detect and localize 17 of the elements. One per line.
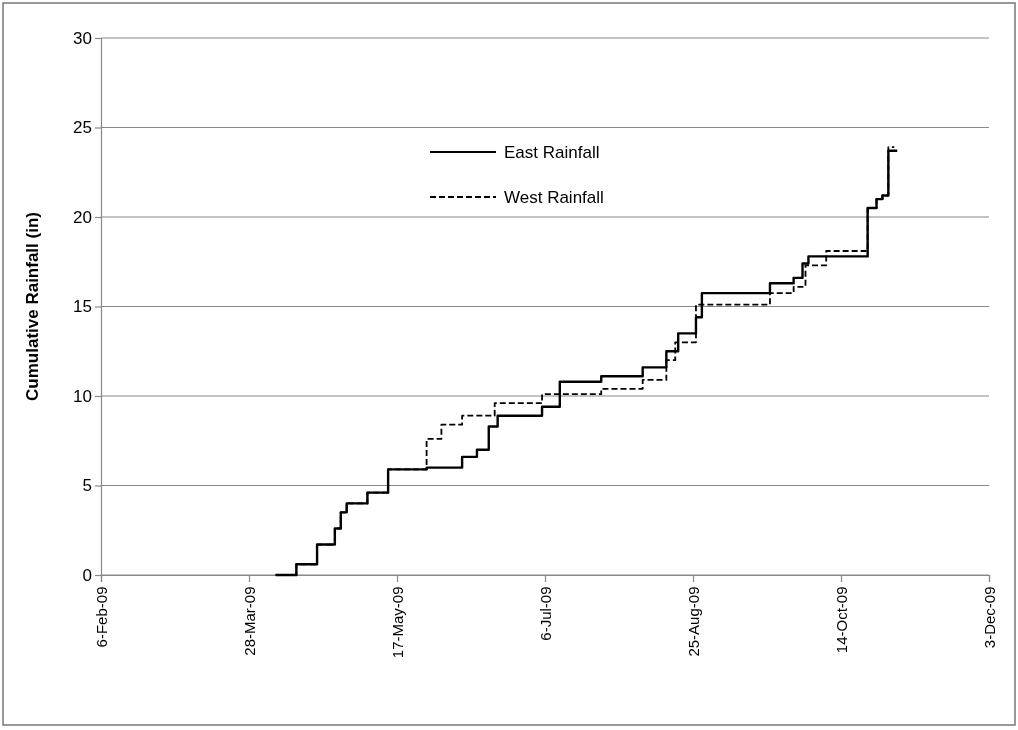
y-tick-label: 15 (73, 297, 92, 317)
x-tick-label: 17-May-09 (388, 586, 406, 659)
y-tick-label: 25 (73, 118, 92, 138)
x-tick-label: 6-Jul-09 (536, 586, 554, 641)
y-tick-label: 30 (73, 28, 92, 48)
x-tick-label: 14-Oct-09 (832, 586, 850, 654)
x-tick-label: 6-Feb-09 (92, 586, 110, 648)
y-tick-label: 5 (82, 476, 92, 496)
x-tick-label: 25-Aug-09 (684, 586, 702, 657)
legend-label: West Rainfall (504, 187, 604, 207)
x-tick-label: 28-Mar-09 (240, 586, 258, 656)
y-tick-label: 10 (73, 386, 92, 406)
y-axis-title: Cumulative Rainfall (in) (23, 212, 42, 401)
legend-label: East Rainfall (504, 142, 600, 162)
x-tick-label: 3-Dec-09 (980, 586, 998, 649)
y-tick-label: 0 (82, 565, 92, 585)
y-tick-label: 20 (73, 207, 92, 227)
